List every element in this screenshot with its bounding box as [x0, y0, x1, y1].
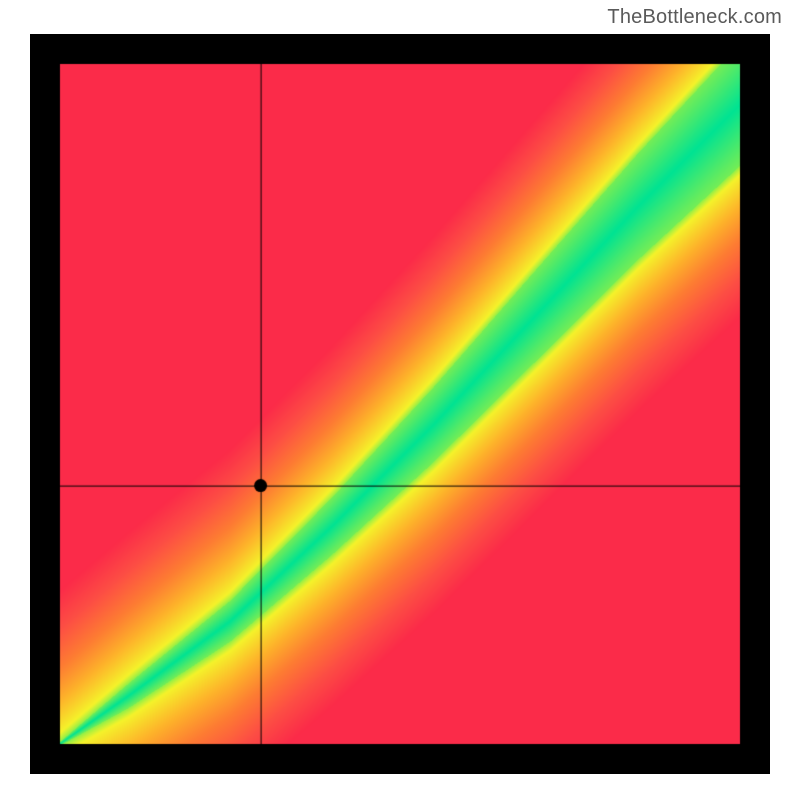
heatmap-canvas: [30, 34, 770, 774]
attribution-text: TheBottleneck.com: [607, 6, 782, 29]
chart-frame: [30, 34, 770, 774]
